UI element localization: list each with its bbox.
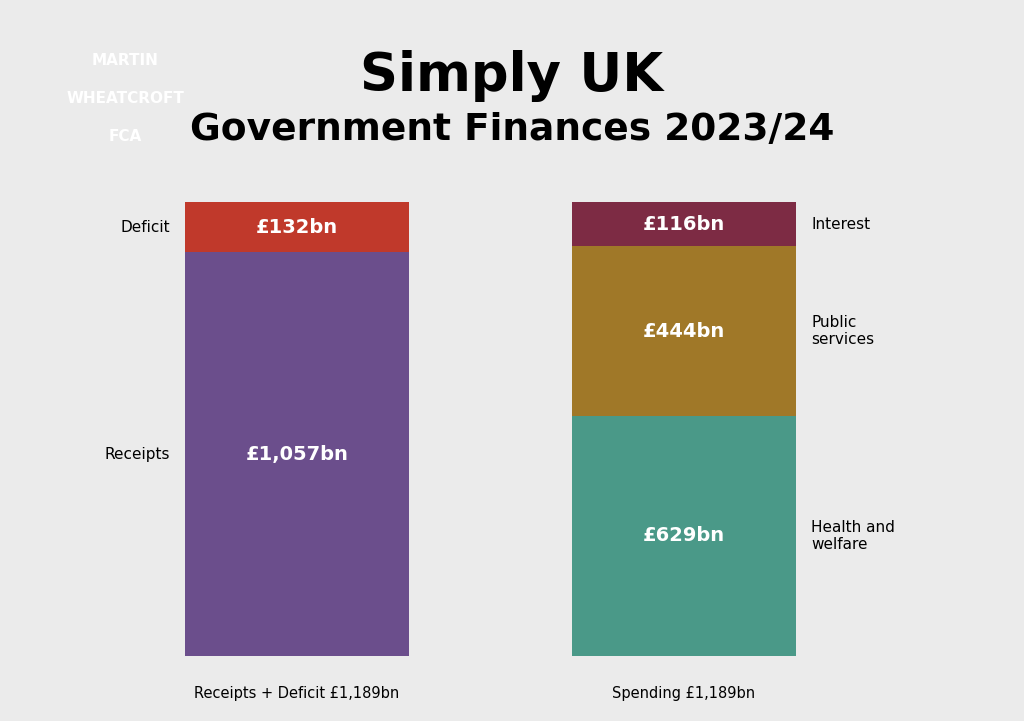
Text: £629bn: £629bn <box>643 526 725 546</box>
Text: Spending £1,189bn: Spending £1,189bn <box>612 686 756 701</box>
Text: Receipts + Deficit £1,189bn: Receipts + Deficit £1,189bn <box>195 686 399 701</box>
Text: MARTIN: MARTIN <box>92 53 159 68</box>
Text: Public
services: Public services <box>811 315 874 348</box>
Text: £1,057bn: £1,057bn <box>246 445 348 464</box>
Text: Health and
welfare: Health and welfare <box>811 520 895 552</box>
Text: Government Finances 2023/24: Government Finances 2023/24 <box>189 112 835 148</box>
Bar <box>572 416 796 656</box>
Text: £132bn: £132bn <box>256 218 338 236</box>
Text: Interest: Interest <box>811 216 870 231</box>
Bar <box>572 246 796 416</box>
Text: £444bn: £444bn <box>643 322 725 340</box>
Text: WHEATCROFT: WHEATCROFT <box>67 92 184 107</box>
Bar <box>185 202 409 252</box>
Text: Deficit: Deficit <box>120 220 170 234</box>
Text: £116bn: £116bn <box>643 215 725 234</box>
Text: Simply UK: Simply UK <box>360 50 664 102</box>
Bar <box>185 252 409 656</box>
Bar <box>572 202 796 246</box>
Text: Receipts: Receipts <box>104 447 170 461</box>
Text: FCA: FCA <box>109 129 142 144</box>
